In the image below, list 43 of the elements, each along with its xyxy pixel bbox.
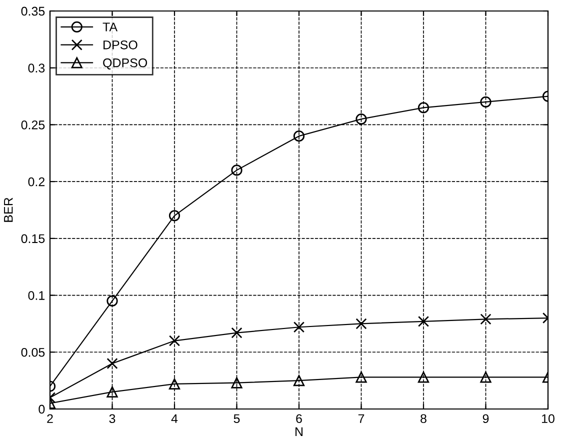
- point: [480, 372, 492, 383]
- x-tick-label: 7: [358, 414, 364, 423]
- x-tick-label: 8: [420, 414, 426, 424]
- legend-label: QDPSO: [103, 58, 148, 70]
- x-axis-title: N: [296, 427, 302, 436]
- point: [106, 295, 118, 307]
- y-tick-label: 0: [38, 404, 45, 414]
- y-tick-label: 0.05: [21, 348, 45, 357]
- point: [480, 96, 492, 108]
- point: [231, 164, 242, 176]
- x-tick-label: 6: [296, 414, 302, 424]
- y-tick-label: 0.3: [28, 64, 45, 73]
- y-tick-label: 0.25: [21, 120, 45, 130]
- point: [356, 113, 367, 125]
- y-tick-label: 0.2: [28, 177, 45, 186]
- x-tick-label: 5: [234, 414, 240, 424]
- point: [106, 386, 118, 398]
- y-tick-label: 0.1: [28, 291, 45, 300]
- point: [168, 335, 180, 346]
- point: [418, 316, 430, 327]
- x-tick-label: 9: [482, 414, 489, 424]
- point: [231, 377, 242, 388]
- point: [480, 314, 492, 325]
- y-axis-title: BER: [4, 198, 13, 222]
- legend-label: TA: [102, 22, 118, 32]
- x-tick-label: 10: [542, 414, 554, 424]
- point: [356, 318, 367, 330]
- point: [106, 358, 118, 370]
- x-tick-label: 3: [109, 414, 116, 424]
- point: [293, 130, 305, 142]
- point: [418, 372, 430, 383]
- y-tick-label: 0.35: [21, 6, 45, 16]
- point: [418, 102, 430, 114]
- x-tick-label: 4: [171, 414, 178, 423]
- point: [231, 327, 242, 338]
- legend-label: DPSO: [104, 40, 138, 50]
- point: [293, 322, 305, 333]
- point: [293, 375, 305, 386]
- point: [356, 372, 367, 383]
- point: [168, 378, 180, 390]
- x-tick-label: 2: [47, 414, 53, 423]
- y-tick-label: 0.15: [21, 234, 45, 244]
- point: [168, 210, 180, 222]
